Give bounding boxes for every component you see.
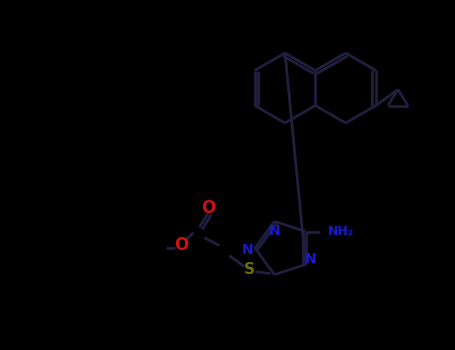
Text: S: S: [244, 262, 255, 277]
Text: N: N: [305, 252, 317, 266]
Text: O: O: [174, 236, 188, 254]
Text: N: N: [268, 224, 280, 238]
Text: NH₂: NH₂: [328, 225, 354, 238]
Text: O: O: [201, 199, 216, 217]
Text: N: N: [242, 243, 254, 257]
